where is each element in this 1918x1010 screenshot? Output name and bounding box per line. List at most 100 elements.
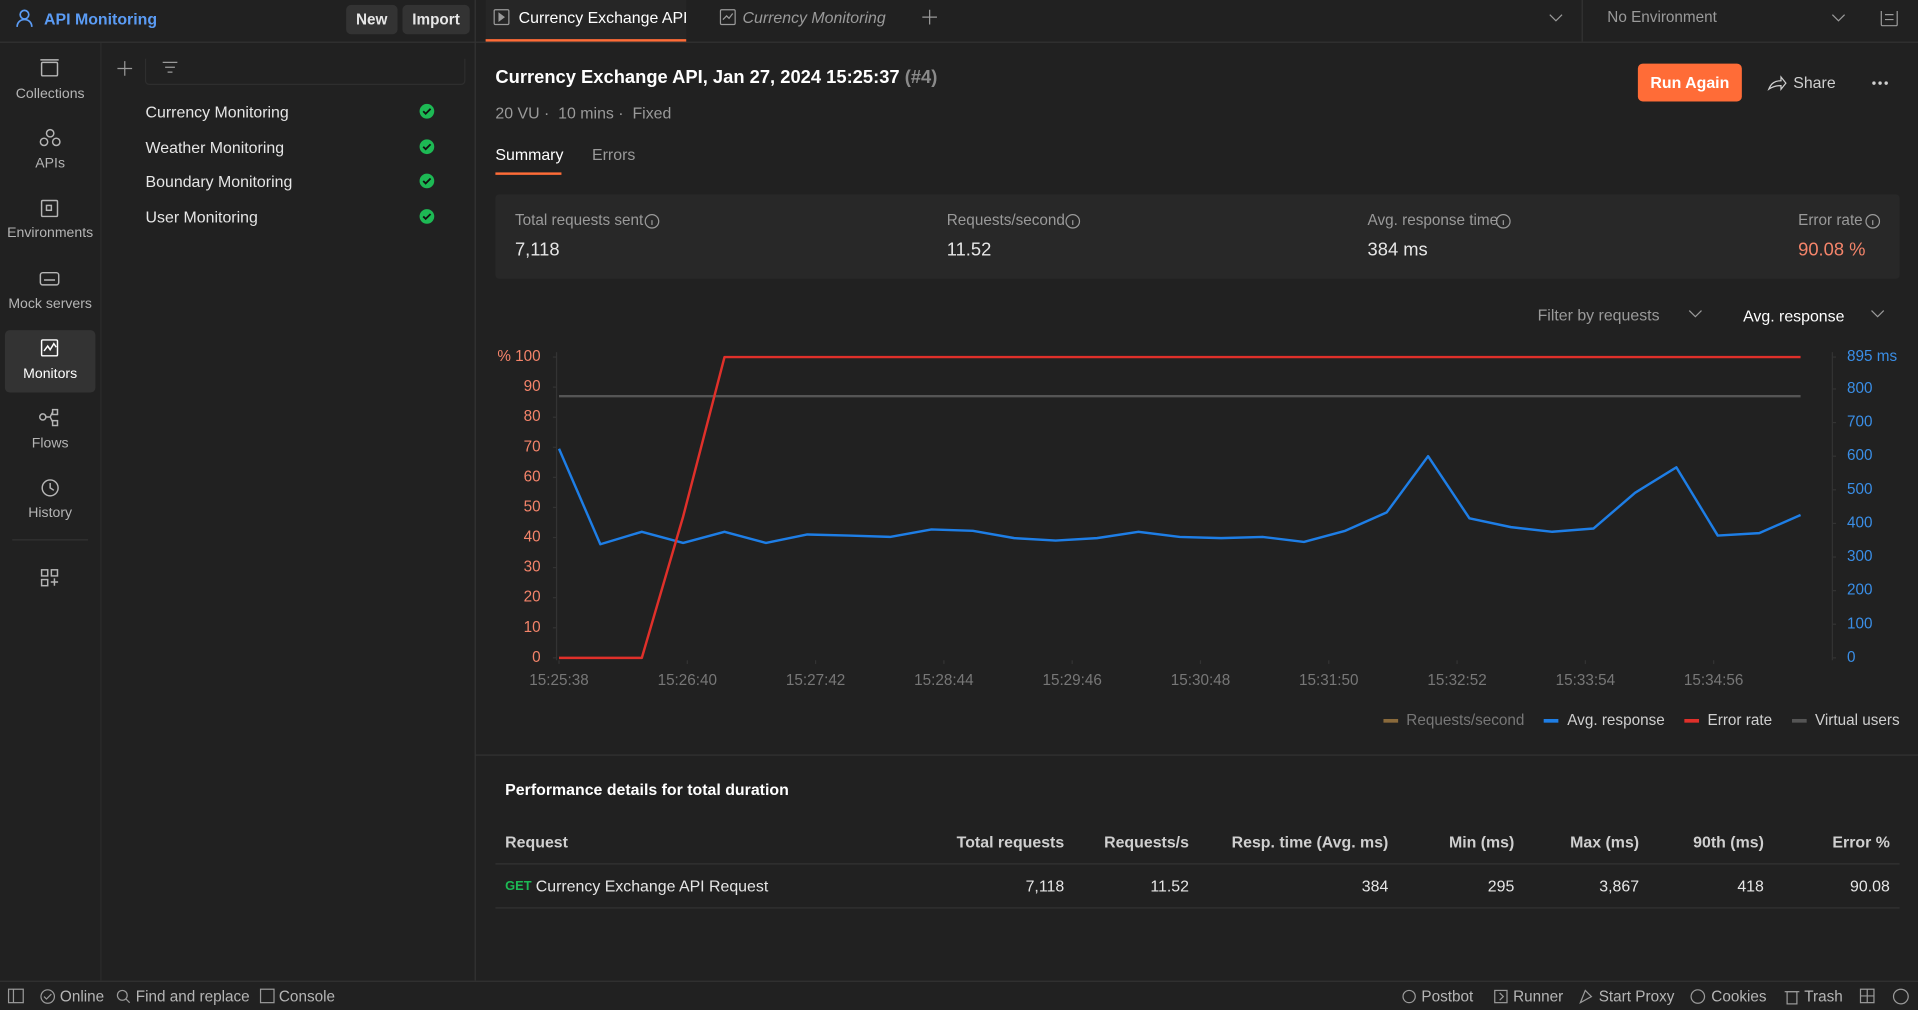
legend-swatch xyxy=(1544,718,1559,723)
status-item[interactable]: Console xyxy=(278,987,336,1006)
column-header: Request xyxy=(505,832,568,852)
legend-item: Requests/second xyxy=(1383,712,1524,729)
active-tab[interactable] xyxy=(485,0,687,42)
legend-swatch xyxy=(1383,718,1398,723)
y2-tick-label: 600 xyxy=(1847,447,1872,464)
table-rule xyxy=(495,907,1900,909)
top-icons xyxy=(1549,11,1898,27)
workspace-name[interactable]: API Monitoring xyxy=(44,9,158,29)
tab[interactable]: Currency Exchange API xyxy=(518,8,688,27)
y-tick-label: 20 xyxy=(524,589,541,606)
y2-tick-label: 700 xyxy=(1847,414,1872,431)
legend-label: Virtual users xyxy=(1814,711,1900,729)
monitor-item[interactable]: Weather Monitoring xyxy=(145,138,285,157)
nav-item[interactable]: APIs xyxy=(35,156,66,172)
monitor-item[interactable]: User Monitoring xyxy=(145,207,258,227)
environment[interactable]: No Environment xyxy=(1607,8,1717,26)
monitor-item[interactable]: Currency Monitoring xyxy=(145,102,289,122)
nav-item[interactable]: Environments xyxy=(7,226,94,241)
x-tick-label: 15:25:38 xyxy=(529,672,588,689)
y-tick-label: 40 xyxy=(524,529,541,546)
x-tick-label: 15:30:48 xyxy=(1171,672,1230,689)
run-meta: 20 VU 10 mins Fixed xyxy=(495,104,671,122)
filter-dropdown[interactable]: Avg. response xyxy=(1743,306,1845,326)
filter-dropdown[interactable]: Filter by requests xyxy=(1537,305,1660,325)
new-button[interactable]: New xyxy=(346,4,398,35)
stat-label: Total requests sent xyxy=(514,211,644,229)
nav-item[interactable]: Collections xyxy=(15,86,85,102)
table-cell: 11.52 xyxy=(1150,876,1189,896)
stat-value: 90.08 % xyxy=(1798,239,1866,261)
stat-label: Requests/second xyxy=(946,211,1065,229)
subtab[interactable]: Summary xyxy=(495,145,564,164)
nav-item[interactable]: History xyxy=(28,506,73,521)
status-checks xyxy=(419,103,435,224)
status-item[interactable]: Find and replace xyxy=(135,987,250,1006)
tab[interactable]: Currency Monitoring xyxy=(742,8,886,27)
share-button[interactable]: Share xyxy=(1793,73,1836,92)
y-tick-label: 70 xyxy=(524,438,541,455)
monitor-item[interactable]: Boundary Monitoring xyxy=(145,172,293,191)
legend-label: Requests/second xyxy=(1406,711,1525,729)
y2-tick-label: 500 xyxy=(1847,481,1872,498)
y2-tick-label: 300 xyxy=(1847,548,1872,565)
env-divider xyxy=(1581,0,1583,42)
y2-tick-label: 100 xyxy=(1847,615,1872,632)
status-border xyxy=(0,980,1918,982)
legend: Requests/second Avg. response Error rate Vi… xyxy=(1383,712,1900,729)
status-item[interactable]: Online xyxy=(59,987,105,1006)
user-icon xyxy=(16,9,33,27)
stat-label: Avg. response time xyxy=(1367,211,1499,229)
stat-value: 11.52 xyxy=(946,239,992,261)
column-header: Total requests xyxy=(956,832,1065,852)
x-tick-label: 15:26:40 xyxy=(658,672,717,689)
status-icons xyxy=(7,988,1909,1005)
legend-item: Error rate xyxy=(1684,712,1772,729)
run-title-text: Currency Exchange API, Jan 27, 2024 15:2… xyxy=(495,67,900,89)
section-border xyxy=(474,754,1918,756)
import-button[interactable]: Import xyxy=(402,4,470,35)
nav-separator xyxy=(12,539,89,541)
panel-tools xyxy=(117,58,466,85)
column-header: Error % xyxy=(1832,832,1890,852)
y-tick-label: 0 xyxy=(532,649,541,666)
filter-chevrons xyxy=(1688,310,1885,318)
stat-value: 384 ms xyxy=(1367,239,1428,261)
meta: 10 mins xyxy=(558,104,623,122)
y2-tick-label: 400 xyxy=(1847,514,1872,531)
legend-swatch xyxy=(1684,718,1699,723)
series-line xyxy=(559,355,1801,660)
stat-label: Error rate xyxy=(1798,211,1863,229)
status-item[interactable]: Trash xyxy=(1804,987,1843,1006)
nav-item[interactable]: Monitors xyxy=(23,366,78,382)
nav-item[interactable]: Flows xyxy=(31,436,69,452)
legend-label: Error rate xyxy=(1707,711,1773,729)
table-cell: 295 xyxy=(1487,876,1515,896)
x-tick-label: 15:27:42 xyxy=(786,672,845,689)
table-cell: 384 xyxy=(1361,876,1389,896)
nav-item[interactable]: Mock servers xyxy=(8,297,92,312)
table-cell: 3,867 xyxy=(1599,876,1640,896)
x-tick-label: 15:29:46 xyxy=(1042,672,1101,689)
legend-item: Avg. response xyxy=(1544,712,1665,729)
stat-value: 7,118 xyxy=(514,239,560,261)
run-again-button[interactable]: Run Again xyxy=(1637,63,1742,102)
header-icons xyxy=(1767,75,1888,92)
status-item[interactable]: Start Proxy xyxy=(1598,987,1675,1006)
run-title: Currency Exchange API, Jan 27, 2024 15:2… xyxy=(495,67,937,88)
legend-swatch xyxy=(1791,718,1807,723)
request-name: Currency Exchange API Request xyxy=(535,876,769,896)
table-rule xyxy=(495,863,1900,865)
y2-tick-label: 0 xyxy=(1847,649,1856,666)
info-icons xyxy=(644,213,1881,229)
panel-border xyxy=(474,0,476,981)
run-number: (#4) xyxy=(904,67,938,89)
status-item[interactable]: Cookies xyxy=(1711,987,1767,1006)
status-item[interactable]: Runner xyxy=(1513,987,1564,1006)
subtab[interactable]: Errors xyxy=(592,145,636,164)
nav-icons xyxy=(39,59,61,587)
status-item[interactable]: Postbot xyxy=(1421,987,1474,1006)
table-cell: 418 xyxy=(1737,876,1764,896)
